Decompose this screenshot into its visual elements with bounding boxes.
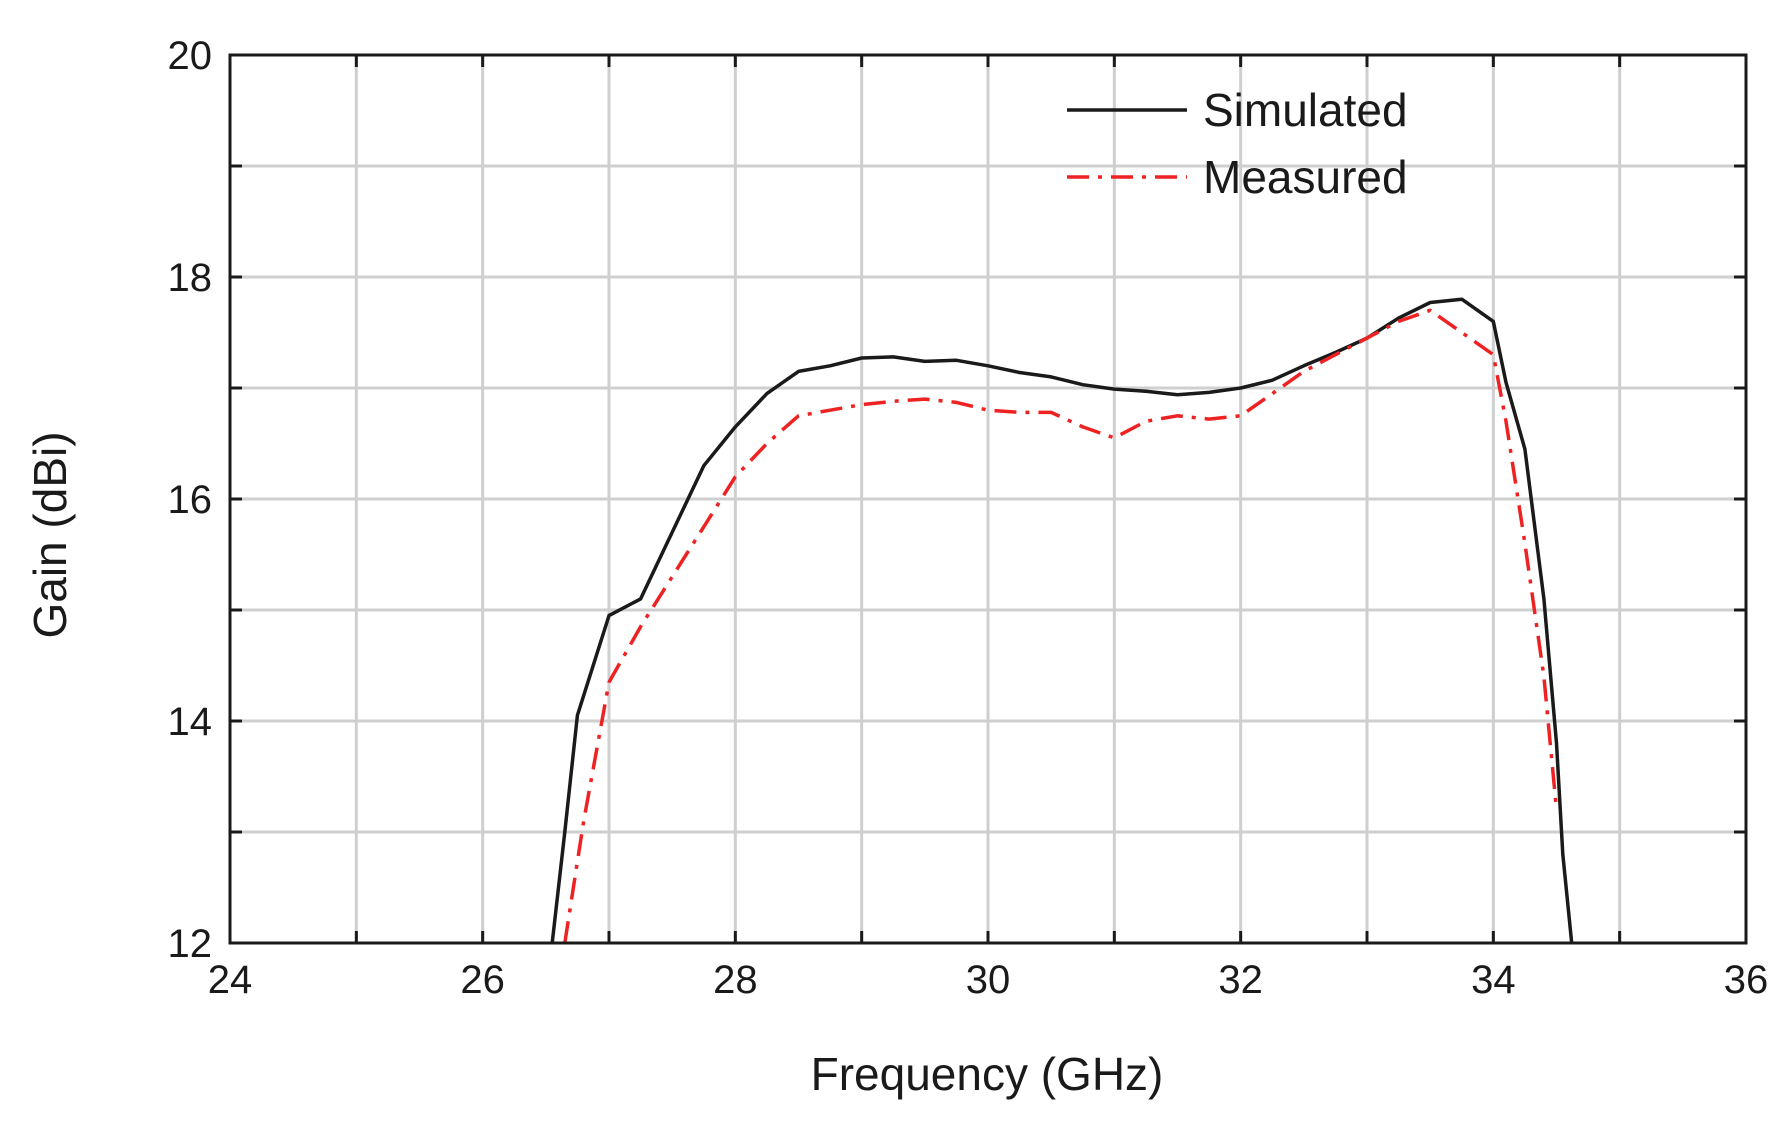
tick-labels: 24 26 28 30 32 34 36 12 14 16 18 20 <box>168 34 1769 1002</box>
y-axis-title: Gain (dBi) <box>24 431 76 638</box>
series-line-measured <box>563 308 1559 943</box>
y-tick-label: 18 <box>168 256 213 300</box>
ticks <box>228 53 1748 945</box>
x-axis-title: Frequency (GHz) <box>811 1048 1164 1100</box>
grid <box>230 55 1746 943</box>
legend: Simulated Measured <box>1067 84 1408 203</box>
series-line-simulated <box>550 297 1574 943</box>
legend-label-simulated: Simulated <box>1203 84 1408 136</box>
x-tick-label: 24 <box>208 958 253 1002</box>
x-tick-label: 34 <box>1471 958 1516 1002</box>
x-tick-label: 30 <box>966 958 1011 1002</box>
x-tick-label: 26 <box>460 958 505 1002</box>
y-tick-label: 20 <box>168 34 213 78</box>
legend-label-measured: Measured <box>1203 151 1408 203</box>
y-tick-label: 14 <box>168 700 213 744</box>
series-layer <box>550 297 1574 943</box>
x-tick-label: 28 <box>713 958 758 1002</box>
y-tick-label: 12 <box>168 922 213 966</box>
y-tick-label: 16 <box>168 478 213 522</box>
x-tick-label: 36 <box>1724 958 1769 1002</box>
x-tick-label: 32 <box>1218 958 1263 1002</box>
